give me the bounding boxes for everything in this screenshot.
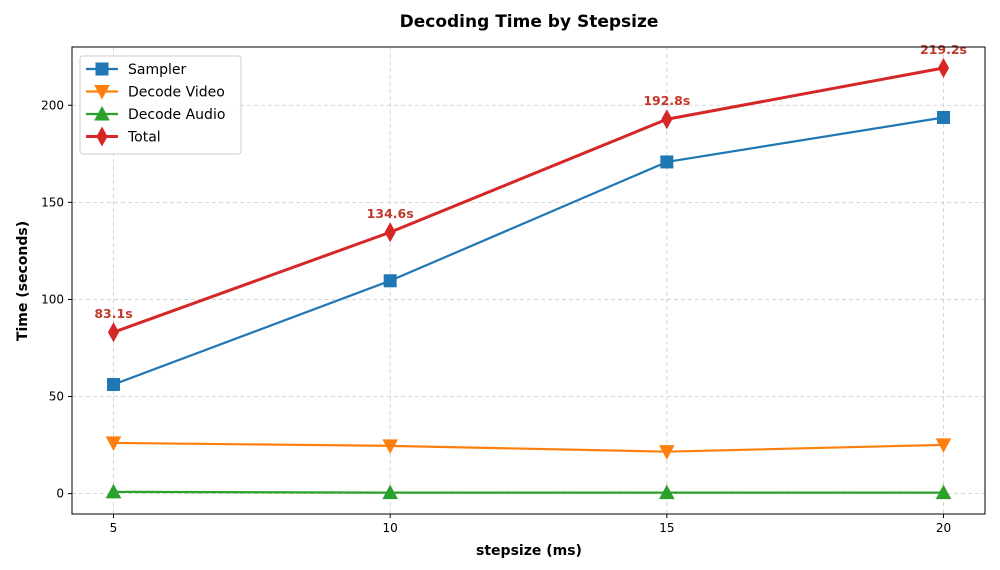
y-tick-label: 0 bbox=[56, 487, 64, 501]
y-tick-label: 100 bbox=[41, 292, 64, 306]
sampler-line bbox=[113, 116, 944, 386]
series-decode-audio bbox=[105, 483, 952, 500]
decode-video-point bbox=[382, 439, 399, 454]
total-point bbox=[384, 222, 396, 243]
legend-swatch-marker bbox=[95, 62, 109, 76]
decode-video-point bbox=[105, 436, 122, 451]
decode-video-point bbox=[658, 445, 675, 460]
series-decode-video bbox=[105, 436, 952, 460]
decode-audio-point bbox=[935, 484, 952, 500]
series-sampler bbox=[107, 110, 950, 391]
y-axis-label: Time (seconds) bbox=[15, 221, 31, 341]
y-tick-label: 50 bbox=[49, 390, 64, 404]
decode-audio-point bbox=[658, 484, 675, 500]
x-tick-label: 20 bbox=[936, 521, 951, 535]
legend-label: Decode Video bbox=[128, 85, 225, 101]
legend-entry-sampler: Sampler bbox=[86, 62, 186, 78]
series-group bbox=[105, 57, 952, 500]
legend-swatch-marker bbox=[94, 105, 110, 121]
plot-frame bbox=[71, 46, 986, 515]
x-tick-label: 10 bbox=[383, 521, 398, 535]
y-tick-label: 150 bbox=[41, 195, 64, 209]
total-point bbox=[937, 57, 950, 79]
y-tick-label: 200 bbox=[41, 98, 64, 112]
data-labels: 83.1s 134.6s 192.8s 219.2s bbox=[94, 42, 967, 321]
total-point bbox=[661, 109, 673, 130]
x-axis-label: stepsize (ms) bbox=[476, 543, 582, 559]
total-data-label: 192.8s bbox=[643, 93, 690, 108]
legend-label: Sampler bbox=[128, 62, 186, 78]
decode-audio-point bbox=[382, 484, 399, 500]
decode-audio-line bbox=[113, 490, 944, 494]
sampler-point bbox=[660, 155, 674, 169]
total-data-label: 83.1s bbox=[94, 306, 132, 321]
total-line bbox=[112, 66, 944, 334]
chart-title: Decoding Time by Stepsize bbox=[400, 12, 659, 32]
sampler-point bbox=[383, 274, 397, 288]
legend-label: Decode Audio bbox=[128, 107, 225, 123]
decode-video-point bbox=[935, 438, 952, 453]
sampler-point bbox=[107, 377, 120, 391]
sampler-point bbox=[937, 110, 950, 124]
total-data-label: 219.2s bbox=[920, 42, 967, 57]
legend-swatch-marker bbox=[94, 85, 110, 100]
total-data-label: 134.6s bbox=[367, 206, 414, 221]
total-point bbox=[107, 322, 120, 343]
decode-video-line bbox=[113, 441, 944, 453]
decode-audio-point bbox=[105, 483, 122, 499]
legend-entry-decode-video: Decode Video bbox=[86, 85, 225, 101]
legend-swatch-marker bbox=[96, 126, 108, 147]
legend-entry-decode-audio: Decode Audio bbox=[86, 105, 225, 123]
legend-box bbox=[79, 55, 242, 155]
legend-label: Total bbox=[127, 130, 161, 146]
x-tick-label: 15 bbox=[659, 521, 674, 535]
legend-entry-total: Total bbox=[86, 126, 161, 147]
legend: Sampler Decode Video Decode Audio Total bbox=[79, 55, 242, 155]
x-tick-label: 5 bbox=[110, 521, 118, 535]
series-total bbox=[107, 57, 950, 343]
